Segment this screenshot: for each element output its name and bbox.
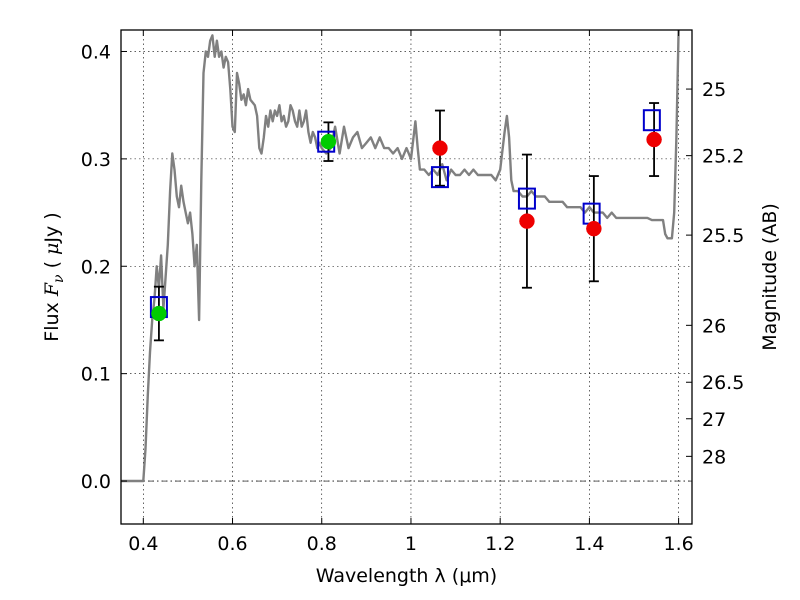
x-tick-label: 1.4 [574, 533, 604, 555]
plot-frame [120, 29, 693, 525]
model-square-marker [642, 109, 661, 132]
x-axis-label: Wavelength λ (μm) [316, 565, 497, 587]
y2-tick-label: 27 [702, 409, 726, 431]
model-square-marker [517, 187, 536, 210]
y-label-part-nu: ν [51, 274, 67, 283]
data-point-marker [432, 140, 448, 156]
markers [149, 109, 662, 322]
y-tick-label: 0.3 [81, 149, 111, 171]
spectrum-series [121, 30, 680, 483]
model-square-marker [430, 166, 449, 189]
tick-labels: 0.4 0.6 0.8 1 1.2 1.4 1.6 0.0 0.1 0.2 0.3 0.4 25 25.2… [81, 41, 745, 555]
ticks [121, 30, 692, 524]
x-tick-label: 1 [405, 533, 417, 555]
y-label-part-f: F [41, 282, 63, 297]
y2-tick-label: 26 [702, 315, 726, 337]
data-point-marker [519, 213, 535, 229]
y2-tick-label: 25.2 [702, 146, 744, 168]
x-tick-label: 0.6 [217, 533, 247, 555]
y2-tick-label: 28 [702, 446, 726, 468]
data-point-marker [320, 133, 337, 150]
y2-tick-label: 26.5 [702, 372, 744, 394]
x-tick-label: 0.4 [128, 533, 158, 555]
x-tick-label: 0.8 [307, 533, 337, 555]
y2-axis-label: Magnitude (AB) [759, 203, 781, 351]
y2-tick-label: 25 [702, 79, 726, 101]
data-point-marker [586, 220, 602, 237]
y-label-part-flux: Flux [41, 296, 63, 342]
spectrum-line [121, 30, 680, 483]
y-label-part-open: ( [41, 255, 63, 275]
y2-tick-label: 25.5 [702, 225, 744, 247]
y-label-part-mu: μ [41, 243, 63, 255]
y-tick-label: 0.1 [81, 364, 111, 386]
y-axis-label: Flux Fν ( μJy ) [41, 212, 67, 341]
data-point-marker [151, 305, 167, 322]
data-point-marker [646, 131, 662, 148]
y-tick-label: 0.4 [81, 41, 111, 63]
x-tick-label: 1.6 [664, 533, 694, 555]
y-label-part-unit: Jy ) [41, 212, 63, 243]
y-tick-label: 0.0 [81, 471, 111, 493]
x-tick-label: 1.2 [485, 533, 515, 555]
y-tick-label: 0.2 [81, 256, 111, 278]
